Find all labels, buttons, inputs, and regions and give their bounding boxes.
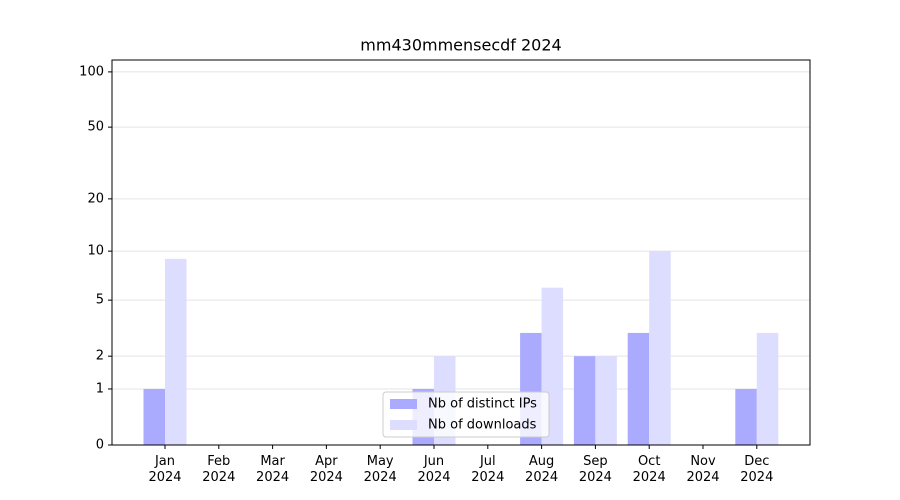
bar xyxy=(735,388,757,445)
chart-title: mm430mmensecdf 2024 xyxy=(360,36,561,55)
y-tick-label: 100 xyxy=(79,64,104,79)
y-tick-label: 2 xyxy=(96,349,104,364)
bar xyxy=(756,332,779,445)
legend-swatch xyxy=(390,420,417,430)
bar xyxy=(627,332,650,445)
bar xyxy=(165,258,187,445)
labels: 0 1 2 5 10 20 50 100 Jan 2024 Feb 2024 Mar 2024 Apr 202… xyxy=(79,64,773,484)
x-tick-label: Oct 2024 xyxy=(633,454,666,485)
x-tick-label: Sep 2024 xyxy=(579,454,612,485)
legend-swatch xyxy=(390,399,417,409)
x-tick-label: Dec 2024 xyxy=(740,454,773,485)
y-tick-label: 5 xyxy=(96,293,104,308)
bar xyxy=(649,251,671,445)
legend: Nb of distinct IPs Nb of downloads xyxy=(382,391,550,438)
y-tick-label: 50 xyxy=(87,120,104,135)
y-tick-label: 10 xyxy=(87,244,104,259)
legend-label: Nb of distinct IPs xyxy=(428,397,537,412)
x-tick-label: Jun 2024 xyxy=(417,454,450,485)
x-tick-label: Aug 2024 xyxy=(525,454,558,485)
x-tick-label: Nov 2024 xyxy=(686,454,719,485)
legend-label: Nb of downloads xyxy=(428,418,537,433)
bar xyxy=(573,356,596,445)
x-tick-label: Jul 2024 xyxy=(471,454,504,485)
y-tick-label: 1 xyxy=(96,381,104,396)
bar xyxy=(595,356,617,445)
x-tick-label: Mar 2024 xyxy=(256,454,289,485)
y-tick-label: 20 xyxy=(87,191,104,206)
bar xyxy=(143,388,165,445)
plot-frame xyxy=(111,59,811,446)
x-tick-label: Apr 2024 xyxy=(310,454,343,485)
x-tick-label: Feb 2024 xyxy=(202,454,235,485)
x-tick-label: May 2024 xyxy=(364,454,397,485)
y-tick-label: 0 xyxy=(96,438,104,453)
legend-box xyxy=(382,391,550,438)
x-tick-label: Jan 2024 xyxy=(148,454,181,485)
